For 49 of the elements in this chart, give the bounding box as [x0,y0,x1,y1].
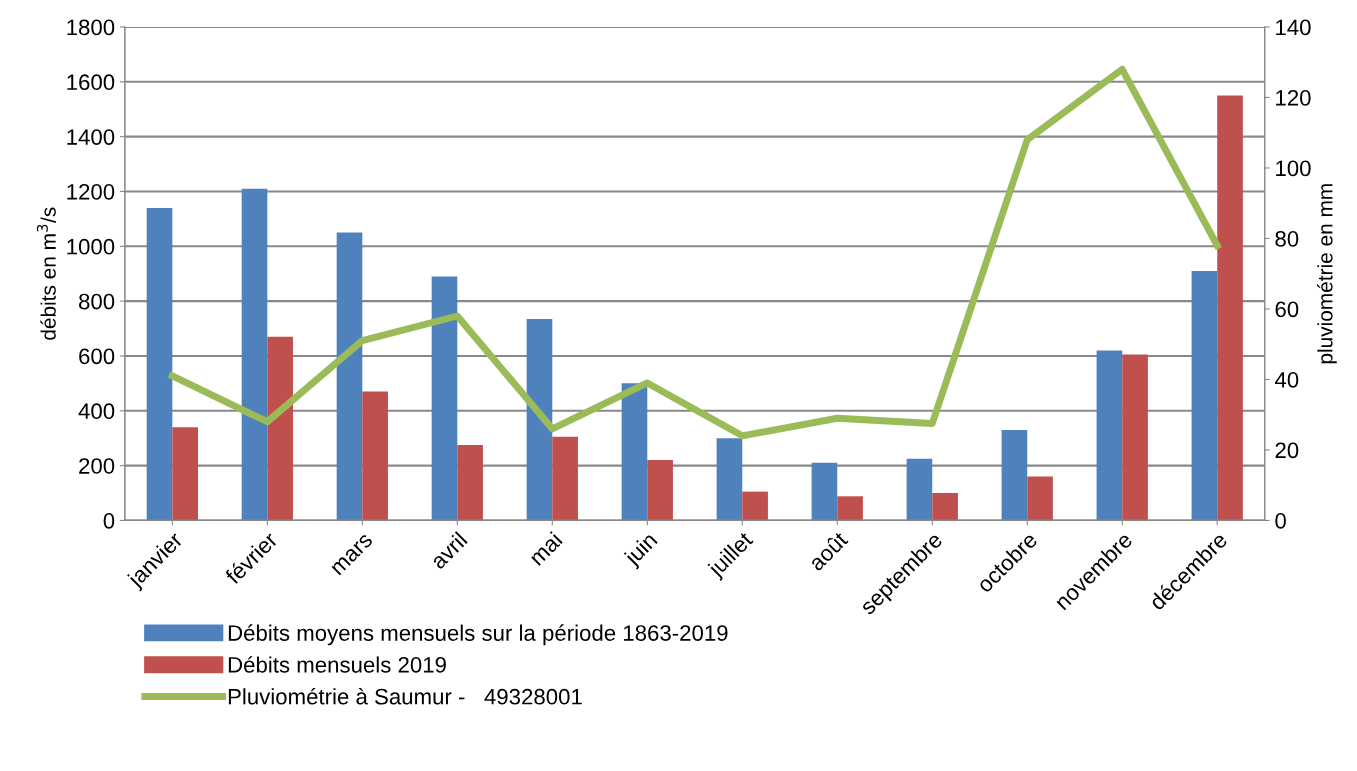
y-tick-label: 1600 [67,74,115,91]
y-tick-label: 800 [79,293,115,310]
bar [526,318,553,521]
y2-tick-label: 0 [1275,512,1286,529]
bar [647,460,673,521]
x-tick-label: mai [528,531,563,566]
bar [932,493,958,521]
y-tick-label: 1000 [67,238,115,255]
bar [362,391,388,521]
bar [837,496,863,521]
y-tick-label: 1400 [67,129,115,145]
bar [621,383,648,521]
bar [241,188,268,521]
y2-tick-label: 120 [1276,90,1311,106]
y2-tick-label: 20 [1275,442,1299,459]
bar [552,436,578,521]
y2-tick-label: 60 [1275,301,1299,318]
y2-axis-title: pluviométrie en mm [1317,184,1337,364]
bar [716,438,743,521]
bar [146,207,173,521]
x-tick-label: juin [622,531,661,570]
y-tick-label: 400 [78,403,115,420]
bar [1191,270,1218,521]
bar [172,427,198,521]
bar [267,336,293,521]
y2-tick-label: 140 [1276,19,1311,36]
y-tick-label: 0 [103,512,115,529]
y-tick-label: 1200 [67,184,115,200]
y-tick-label: 1800 [67,19,115,36]
bar [742,491,768,521]
bar [431,276,458,521]
bar [1001,429,1028,521]
y-axis-title: débits en m$^{3}$/s [36,207,56,340]
bar [811,462,838,521]
y-tick-label: 200 [79,458,115,474]
bar [1217,95,1243,521]
legend-label: Pluviométrie à Saumur - 49328001 [228,687,582,705]
y2-tick-label: 80 [1275,230,1299,247]
legend-label: Débits mensuels 2019 [228,656,446,673]
y-tick-label: 600 [79,348,115,365]
bar [1027,476,1053,521]
bar [336,232,363,521]
y2-tick-label: 40 [1274,371,1299,388]
legend-label: Débits moyens mensuels sur la période 1863-2019 [228,624,728,646]
bar [1096,350,1123,521]
bar [906,458,933,521]
y2-tick-label: 100 [1276,160,1311,177]
bar [1122,354,1148,521]
bar [457,445,483,521]
